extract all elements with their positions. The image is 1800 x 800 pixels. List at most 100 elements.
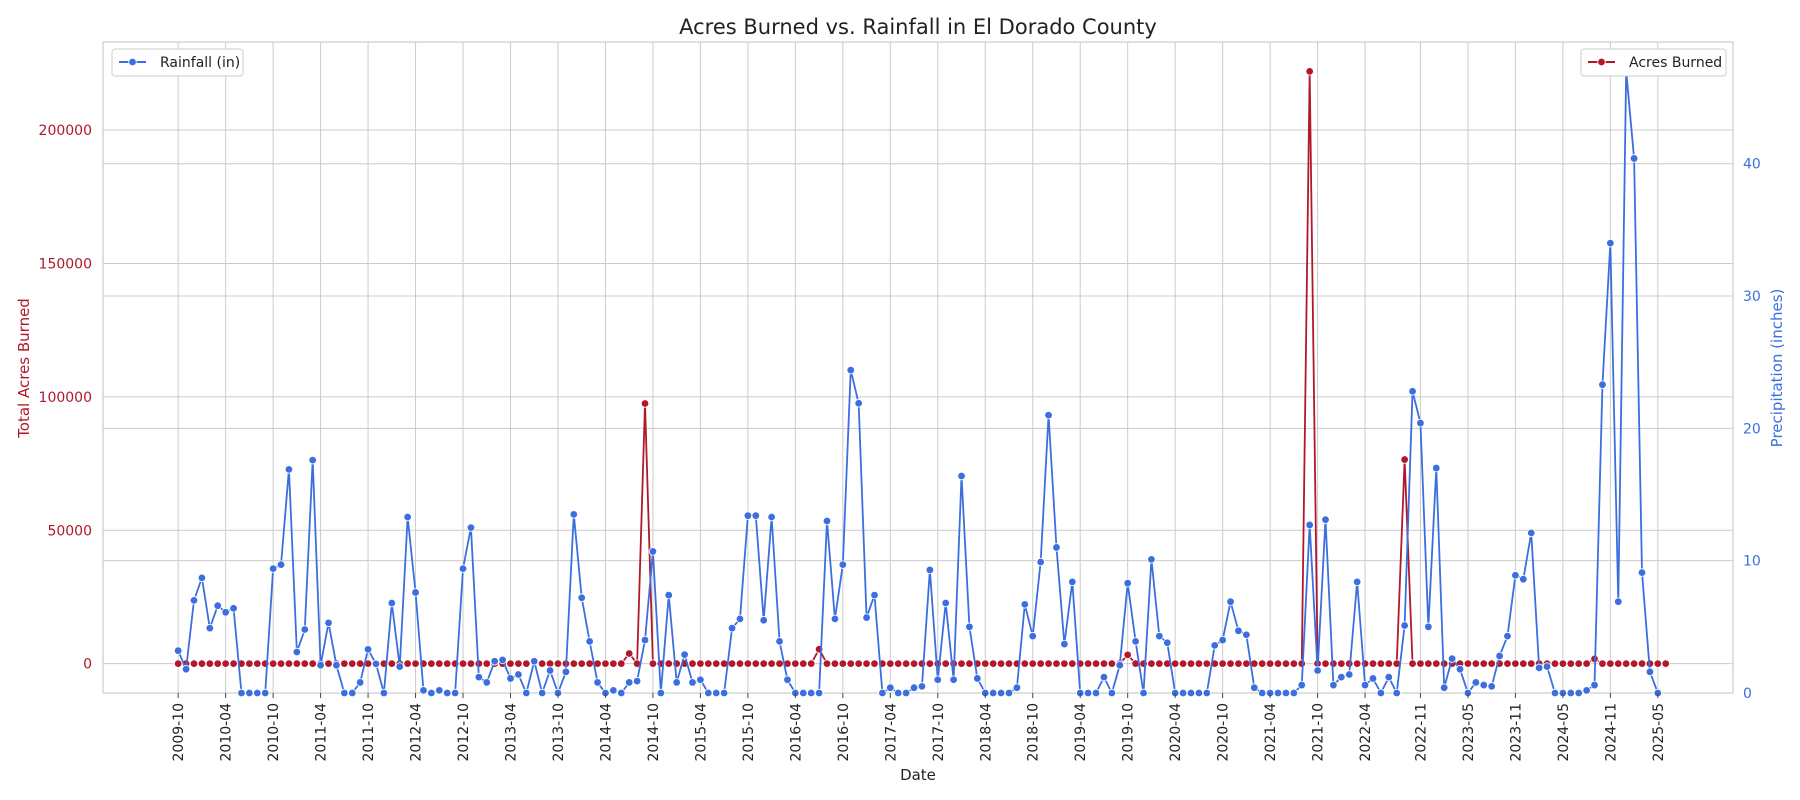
- rainfall-point: [1131, 637, 1140, 646]
- acres-burned-point: [822, 659, 832, 668]
- acres-burned-point: [1107, 659, 1117, 668]
- rainfall-point: [1487, 682, 1496, 691]
- rainfall-point: [1052, 543, 1061, 552]
- rainfall-point: [1257, 688, 1267, 698]
- rainfall-point: [1550, 688, 1560, 698]
- acres-burned-point: [791, 659, 800, 668]
- acres-burned-point: [537, 659, 547, 668]
- x-tick-label: 2011-10: [361, 703, 377, 762]
- rainfall-point: [886, 683, 895, 692]
- x-tick-label: 2017-10: [931, 703, 947, 762]
- rainfall-point: [822, 516, 832, 526]
- acres-burned-point: [1558, 659, 1568, 668]
- x-tick-label: 2009-10: [171, 703, 187, 762]
- rainfall-point: [1574, 688, 1583, 698]
- right-axis-label: Precipitation (inches): [1768, 289, 1786, 448]
- rainfall-point: [672, 678, 681, 687]
- acres-burned-point: [1432, 659, 1441, 668]
- acres-burned-point: [1574, 659, 1583, 668]
- acres-burned-point: [1242, 659, 1251, 668]
- x-tick-label: 2022-04: [1358, 703, 1374, 762]
- rainfall-point: [838, 560, 848, 569]
- rainfall-point: [751, 511, 760, 520]
- x-axis-label: Date: [900, 766, 936, 784]
- rainfall-point: [482, 678, 491, 687]
- rainfall-point: [696, 675, 705, 684]
- x-tick-label: 2013-04: [504, 703, 520, 762]
- acres-burned-point: [751, 659, 760, 668]
- rainfall-point: [1384, 672, 1393, 682]
- rainfall-point: [1432, 463, 1441, 473]
- x-tick-label: 2014-10: [646, 703, 662, 762]
- acres-burned-point: [427, 659, 436, 668]
- acres-burned-point: [1503, 659, 1512, 668]
- acres-burned-point: [1621, 659, 1631, 668]
- rainfall-point: [1527, 528, 1536, 538]
- acres-burned-point: [1289, 659, 1299, 668]
- acres-burned-point: [253, 659, 262, 668]
- acres-burned-point: [569, 659, 578, 668]
- acres-burned-point: [1194, 659, 1204, 668]
- rainfall-point: [561, 667, 571, 677]
- acres-burned-point: [617, 659, 626, 668]
- rainfall-point: [308, 455, 317, 465]
- acres-burned-point: [1566, 659, 1575, 668]
- rainfall-point: [799, 688, 808, 698]
- rainfall-point: [965, 622, 974, 632]
- acres-burned-point: [482, 659, 491, 668]
- acres-burned-point: [1424, 659, 1433, 668]
- acres-burned-point: [1629, 659, 1639, 668]
- rainfall-point: [173, 646, 183, 655]
- acres-burned-point: [276, 659, 286, 668]
- x-tick-label: 2024-05: [1556, 703, 1572, 762]
- rainfall-point: [1352, 577, 1362, 587]
- rainfall-point: [593, 678, 602, 687]
- rainfall-point: [1637, 568, 1647, 577]
- rainfall-point: [648, 547, 658, 556]
- acres-burned-point: [925, 659, 935, 668]
- rainfall-point: [585, 637, 594, 646]
- acres-burned-point: [506, 659, 515, 668]
- rainfall-point: [1542, 662, 1552, 671]
- rainfall-point: [1242, 630, 1251, 639]
- rainfall-point: [253, 688, 262, 698]
- rainfall-point: [941, 598, 950, 608]
- acres-burned-point: [1281, 659, 1291, 668]
- rainfall-point: [1250, 683, 1259, 692]
- acres-burned-point: [553, 659, 563, 668]
- x-tick-label: 2020-10: [1216, 703, 1232, 762]
- rainfall-point: [1091, 688, 1101, 698]
- acres-burned-point: [894, 659, 903, 668]
- x-tick-label: 2021-04: [1263, 703, 1279, 762]
- acres-burned-point: [268, 659, 278, 668]
- acres-burned-point: [909, 659, 919, 668]
- rainfall-point: [1297, 680, 1306, 690]
- rainfall-point: [300, 625, 309, 634]
- rainfall-point: [1123, 578, 1132, 588]
- rainfall-point: [1614, 597, 1623, 606]
- acres-burned-point: [712, 659, 721, 668]
- acres-burned-point: [941, 659, 950, 668]
- acres-burned-point: [1265, 659, 1275, 668]
- rainfall-point: [530, 657, 539, 666]
- acres-burned-point: [411, 659, 420, 668]
- rainfall-point: [1210, 641, 1219, 650]
- acres-burned-point: [1376, 659, 1386, 668]
- rainfall-point: [664, 590, 673, 600]
- acres-burned-point: [640, 399, 650, 408]
- acres-burned-point: [854, 659, 863, 668]
- rainfall-point: [355, 678, 365, 687]
- rainfall-point: [1107, 688, 1117, 698]
- rainfall-point: [427, 688, 436, 698]
- rainfall-point: [1226, 597, 1235, 606]
- rainfall-point: [276, 560, 286, 569]
- rainfall-point: [284, 465, 294, 474]
- acres-burned-point: [403, 659, 412, 668]
- acres-burned-point: [1511, 659, 1520, 668]
- rainfall-point: [1060, 639, 1069, 649]
- rainfall-point: [1218, 635, 1227, 645]
- left-tick-label: 0: [83, 657, 92, 673]
- acres-burned-point: [1186, 659, 1196, 668]
